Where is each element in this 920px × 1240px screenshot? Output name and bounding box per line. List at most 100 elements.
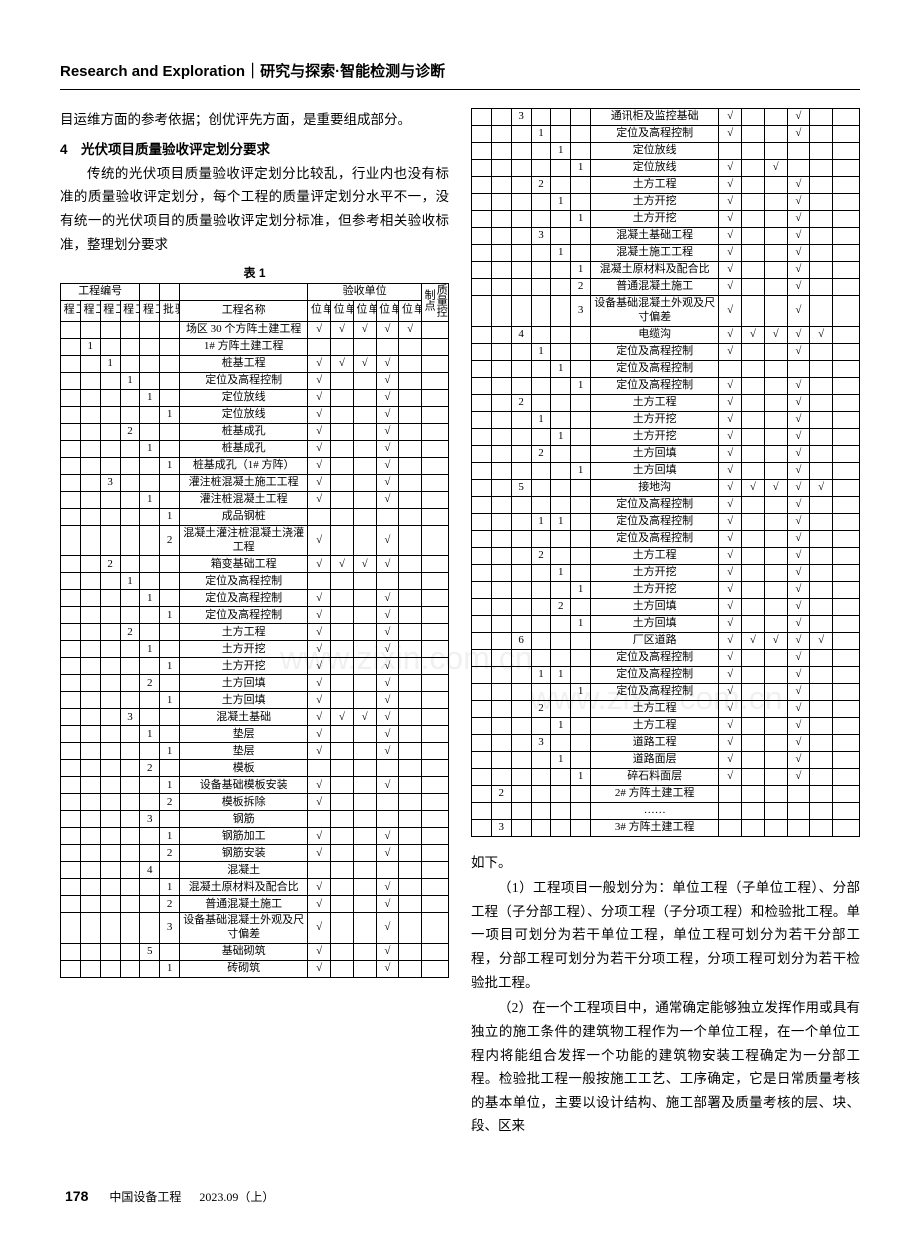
cell [491,211,511,228]
cell [833,768,860,785]
cell [160,338,180,355]
footer-journal: 中国设备工程 [109,1190,181,1204]
cell: √ [308,658,331,675]
cell [100,508,120,525]
name-cell: 厂区道路 [591,632,719,649]
name-cell: 定位放线 [180,406,308,423]
cell [571,411,591,428]
cell: √ [719,496,742,513]
cell [422,709,449,726]
cell [551,445,571,462]
cell: √ [376,389,399,406]
cell: 2 [491,785,511,802]
cell [399,709,422,726]
cell [160,760,180,777]
cell [422,590,449,607]
cell [511,296,531,327]
cell [742,598,765,615]
table-row: 1道路面层√√ [472,751,860,768]
cell [833,326,860,343]
cell: 1 [571,262,591,279]
cell [399,474,422,491]
cell [353,845,376,862]
cell [399,607,422,624]
cell: √ [719,700,742,717]
cell [120,913,140,944]
cell [742,683,765,700]
name-cell: 定位及高程控制 [180,573,308,590]
cell [742,428,765,445]
table-1-left: 工程编号 验收单位 质量控制点 单位工程 子单位工程 分部工程 子分部工程 施工… [60,283,449,978]
cell [511,126,531,143]
cell [100,423,120,440]
cell: √ [787,394,810,411]
cell [399,879,422,896]
cell [100,794,120,811]
cell [472,445,492,462]
cell [80,675,100,692]
cell: √ [719,683,742,700]
table-row: 1土方开挖√√ [61,658,449,675]
cell [764,228,787,245]
cell [80,692,100,709]
cell [531,326,551,343]
cell [120,525,140,556]
cell: √ [308,440,331,457]
name-cell: 电缆沟 [591,326,719,343]
cell [399,423,422,440]
cell [140,556,160,573]
cell [80,389,100,406]
table-row: 1混凝土施工工程√√ [472,245,860,262]
cell: √ [719,445,742,462]
cell: √ [787,547,810,564]
cell [472,262,492,279]
cell [551,700,571,717]
cell [810,496,833,513]
cell [331,525,354,556]
cell [551,279,571,296]
name-cell: 普通混凝土施工 [591,279,719,296]
cell [308,573,331,590]
cell [100,338,120,355]
cell: 3 [491,819,511,836]
cell [100,372,120,389]
hdr-qc: 质量控制点 [423,284,447,318]
cell [742,160,765,177]
cell: √ [719,666,742,683]
cell [100,726,120,743]
cell [531,211,551,228]
table-row: 1桩基成孔√√ [61,440,449,457]
table-row: 1钢筋加工√√ [61,828,449,845]
cell [472,496,492,513]
cell [472,143,492,160]
cell [551,377,571,394]
table-row: 1土方回填√√ [61,692,449,709]
cell [511,245,531,262]
cell [100,321,120,338]
cell [810,717,833,734]
cell [511,581,531,598]
cell [491,394,511,411]
cell [833,717,860,734]
cell [353,508,376,525]
cell: 1 [160,406,180,423]
cell [100,862,120,879]
cell [833,632,860,649]
cell [331,675,354,692]
cell [764,496,787,513]
cell [422,389,449,406]
cell [764,683,787,700]
cell [100,879,120,896]
cell: √ [787,581,810,598]
cell [764,768,787,785]
cell [810,615,833,632]
cell [100,913,120,944]
cell [472,819,492,836]
cell [399,457,422,474]
cell [571,564,591,581]
cell [61,590,81,607]
cell [61,675,81,692]
name-cell: 定位及高程控制 [591,343,719,360]
cell [472,360,492,377]
cell [531,296,551,327]
